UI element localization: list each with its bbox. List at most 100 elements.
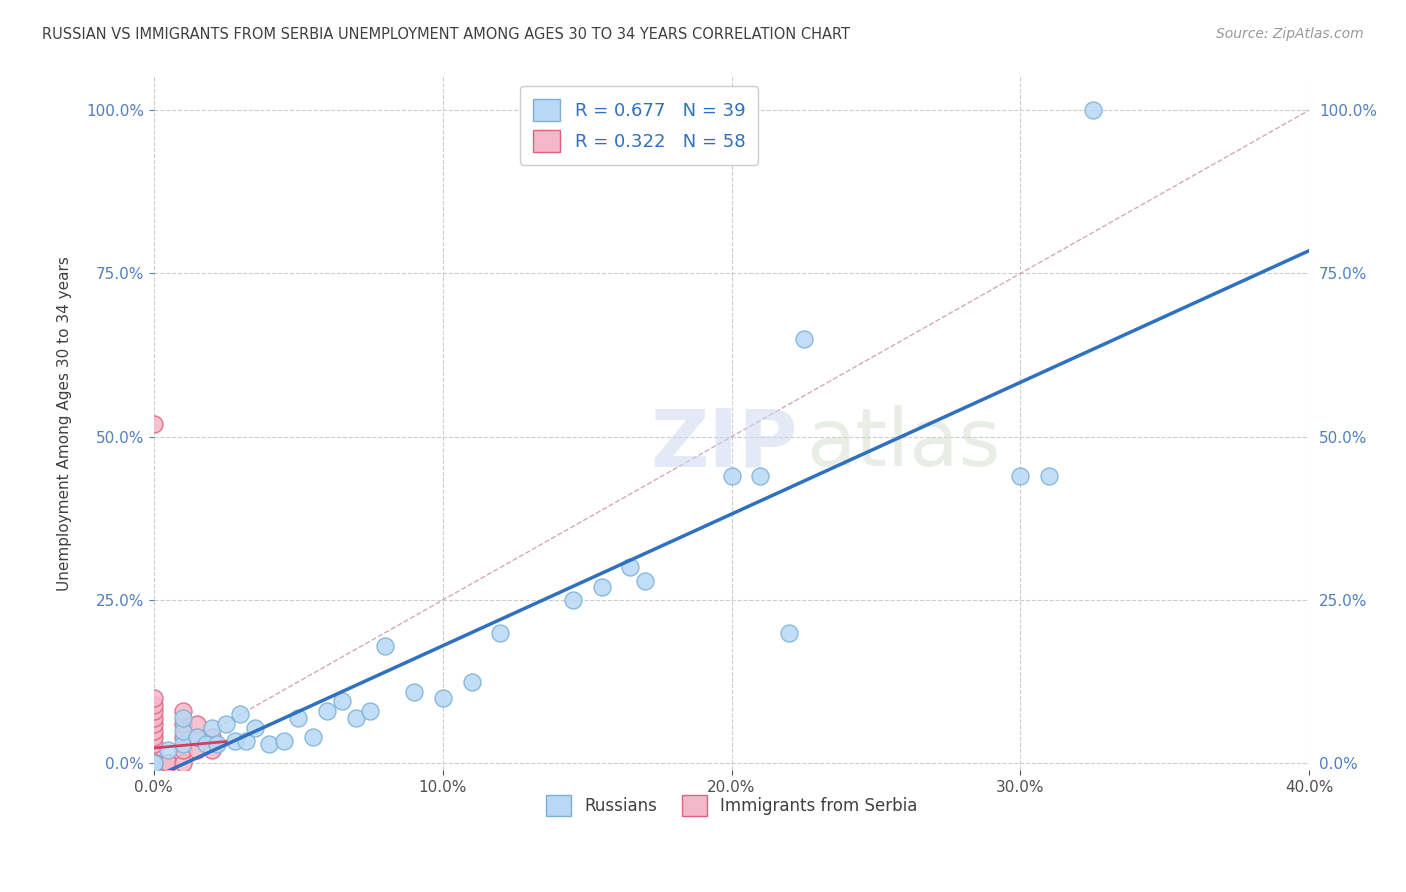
- Point: [142, 756, 165, 771]
- Point: [142, 711, 165, 725]
- Point: [142, 756, 165, 771]
- Point: [634, 574, 657, 588]
- Point: [172, 717, 194, 731]
- Point: [142, 704, 165, 718]
- Point: [157, 756, 180, 771]
- Point: [172, 737, 194, 751]
- Point: [200, 721, 222, 735]
- Point: [402, 684, 425, 698]
- Point: [142, 756, 165, 771]
- Point: [142, 756, 165, 771]
- Point: [200, 731, 222, 745]
- Point: [142, 756, 165, 771]
- Point: [157, 756, 180, 771]
- Point: [172, 731, 194, 745]
- Point: [142, 756, 165, 771]
- Point: [287, 711, 309, 725]
- Point: [142, 756, 165, 771]
- Point: [619, 560, 641, 574]
- Point: [142, 417, 165, 431]
- Point: [142, 756, 165, 771]
- Point: [142, 756, 165, 771]
- Point: [157, 756, 180, 771]
- Point: [157, 756, 180, 771]
- Point: [316, 704, 339, 718]
- Point: [186, 743, 208, 757]
- Y-axis label: Unemployment Among Ages 30 to 34 years: Unemployment Among Ages 30 to 34 years: [58, 256, 72, 591]
- Point: [460, 674, 482, 689]
- Point: [1081, 103, 1104, 117]
- Point: [561, 593, 583, 607]
- Point: [432, 691, 454, 706]
- Point: [142, 756, 165, 771]
- Point: [186, 717, 208, 731]
- Point: [142, 756, 165, 771]
- Point: [142, 756, 165, 771]
- Point: [172, 704, 194, 718]
- Point: [235, 733, 257, 747]
- Point: [330, 694, 353, 708]
- Point: [142, 756, 165, 771]
- Point: [142, 756, 165, 771]
- Point: [344, 711, 367, 725]
- Point: [359, 704, 381, 718]
- Point: [1038, 469, 1060, 483]
- Point: [157, 756, 180, 771]
- Point: [142, 756, 165, 771]
- Point: [142, 737, 165, 751]
- Point: [489, 625, 512, 640]
- Point: [142, 756, 165, 771]
- Point: [142, 756, 165, 771]
- Point: [142, 756, 165, 771]
- Point: [142, 723, 165, 738]
- Text: ZIP: ZIP: [651, 406, 797, 483]
- Point: [1010, 469, 1032, 483]
- Point: [172, 723, 194, 738]
- Point: [172, 711, 194, 725]
- Point: [142, 743, 165, 757]
- Text: Source: ZipAtlas.com: Source: ZipAtlas.com: [1216, 27, 1364, 41]
- Point: [200, 743, 222, 757]
- Point: [142, 756, 165, 771]
- Legend: Russians, Immigrants from Serbia: Russians, Immigrants from Serbia: [537, 787, 925, 824]
- Point: [301, 731, 323, 745]
- Point: [157, 743, 180, 757]
- Point: [142, 756, 165, 771]
- Point: [157, 756, 180, 771]
- Text: RUSSIAN VS IMMIGRANTS FROM SERBIA UNEMPLOYMENT AMONG AGES 30 TO 34 YEARS CORRELA: RUSSIAN VS IMMIGRANTS FROM SERBIA UNEMPL…: [42, 27, 851, 42]
- Point: [142, 756, 165, 771]
- Point: [142, 756, 165, 771]
- Point: [273, 733, 295, 747]
- Point: [142, 756, 165, 771]
- Point: [186, 731, 208, 745]
- Text: atlas: atlas: [807, 406, 1001, 483]
- Point: [172, 756, 194, 771]
- Point: [142, 756, 165, 771]
- Point: [157, 756, 180, 771]
- Point: [142, 756, 165, 771]
- Point: [778, 625, 800, 640]
- Point: [142, 756, 165, 771]
- Point: [207, 737, 229, 751]
- Point: [142, 717, 165, 731]
- Point: [749, 469, 772, 483]
- Point: [186, 731, 208, 745]
- Point: [142, 756, 165, 771]
- Point: [374, 639, 396, 653]
- Point: [142, 756, 165, 771]
- Point: [793, 332, 815, 346]
- Point: [194, 737, 217, 751]
- Point: [142, 731, 165, 745]
- Point: [215, 717, 238, 731]
- Point: [142, 756, 165, 771]
- Point: [157, 756, 180, 771]
- Point: [259, 737, 281, 751]
- Point: [142, 756, 165, 771]
- Point: [142, 691, 165, 706]
- Point: [243, 721, 266, 735]
- Point: [229, 707, 252, 722]
- Point: [224, 733, 246, 747]
- Point: [142, 756, 165, 771]
- Point: [142, 756, 165, 771]
- Point: [142, 698, 165, 712]
